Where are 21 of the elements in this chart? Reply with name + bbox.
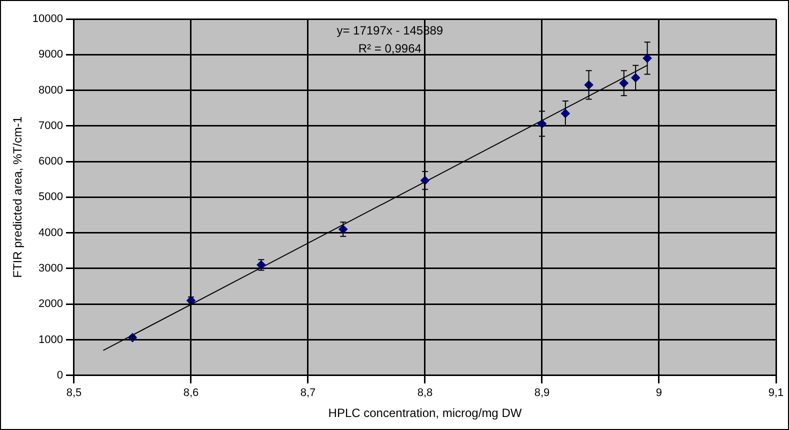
y-tick-label: 8000 (38, 84, 63, 96)
y-tick-label: 4000 (38, 226, 63, 239)
y-tick-label: 3000 (38, 262, 63, 275)
annotation: R² = 0,9964 (358, 41, 422, 56)
y-tick-label: 6000 (38, 156, 63, 168)
x-tick-label: 9 (656, 387, 662, 400)
x-axis-title: HPLC concentration, microg/mg DW (328, 406, 522, 420)
x-tick-label: 8,7 (300, 387, 316, 400)
y-tick-label: 9000 (38, 48, 63, 61)
x-tick-label: 8,8 (417, 387, 433, 400)
y-tick-label: 2000 (38, 298, 63, 310)
x-tick-label: 8,5 (66, 387, 82, 400)
y-tick-label: 7000 (38, 120, 63, 132)
x-tick-label: 8,6 (183, 387, 199, 400)
x-tick-label: 8,9 (534, 387, 550, 400)
y-tick-label: 10000 (32, 13, 63, 26)
y-tick-label: 0 (56, 369, 63, 382)
x-tick-label: 9,1 (768, 387, 784, 400)
y-axis-title: FTIR predicted area, %T/cm-1 (10, 116, 25, 278)
y-tick-label: 1000 (38, 334, 63, 346)
y-tick-label: 5000 (38, 191, 63, 204)
